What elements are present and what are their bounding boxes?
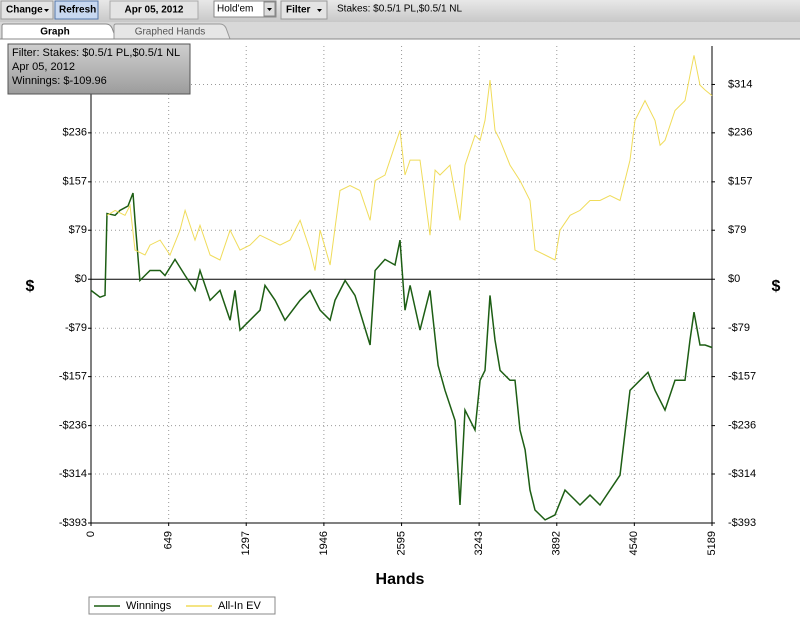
y-axis-title: $ [26, 278, 35, 295]
x-tick-label: 4540 [628, 531, 640, 555]
tooltip: Filter: Stakes: $0.5/1 PL,$0.5/1 NL Apr … [7, 43, 191, 95]
x-tick-label: 3243 [473, 531, 485, 555]
y-tick-label: -$79 [65, 322, 87, 334]
stakes-text: Stakes: $0.5/1 PL,$0.5/1 NL [337, 4, 463, 15]
refresh-label: Refresh [59, 5, 96, 16]
graphed-hands-tab-label: Graphed Hands [135, 27, 206, 38]
filter-label: Filter [286, 5, 311, 16]
y-tick-label-right: $157 [728, 176, 752, 188]
legend-label: Winnings [126, 600, 172, 612]
filter-button[interactable] [280, 0, 328, 20]
y-tick-label-right: -$314 [728, 468, 756, 480]
y-tick-label: $0 [75, 273, 87, 285]
change-label: Change [6, 5, 43, 16]
y-tick-label: -$236 [59, 420, 87, 432]
y-tick-label-right: -$157 [728, 371, 756, 383]
y-tick-label: $157 [63, 176, 87, 188]
tooltip-line: Apr 05, 2012 [12, 61, 75, 73]
graph-tab-label: Graph [40, 27, 69, 38]
graphed-hands-tab[interactable] [113, 23, 231, 40]
x-tick-label: 1946 [318, 531, 330, 555]
tooltip-box [7, 43, 191, 95]
y-tick-label: -$393 [59, 517, 87, 529]
game-dropdown[interactable] [213, 0, 277, 18]
toolbar [0, 0, 800, 22]
x-tick-label: 5189 [706, 531, 718, 555]
y-tick-label-right: $79 [728, 224, 746, 236]
y-axis-title-right: $ [772, 278, 781, 295]
x-axis-title: Hands [376, 571, 425, 588]
date-label: Apr 05, 2012 [125, 5, 184, 16]
plot: -$393 -$393 -$314 -$314 -$236 -$236 -$157 -$157… [59, 46, 756, 555]
graph-tab[interactable] [1, 23, 117, 40]
y-tick-label-right: $236 [728, 127, 752, 139]
y-tick-label-right: -$79 [728, 322, 750, 334]
tooltip-line: Filter: Stakes: $0.5/1 PL,$0.5/1 NL [12, 47, 180, 59]
dropdown-arrow [44, 9, 49, 12]
date-button[interactable] [109, 0, 199, 20]
y-tick-label: -$314 [59, 468, 87, 480]
x-tick-label: 0 [85, 531, 97, 537]
legend [88, 596, 276, 615]
dropdown-arrow [317, 9, 322, 12]
y-tick-label-right: $0 [728, 273, 740, 285]
y-tick-label: $79 [69, 224, 87, 236]
legend-label: All-In EV [218, 600, 261, 612]
x-tick-label: 1297 [240, 531, 252, 555]
refresh-button[interactable] [54, 0, 99, 20]
y-tick-label: -$157 [59, 371, 87, 383]
data-line [106, 55, 713, 271]
game-label: Hold'em [217, 4, 253, 15]
y-tick-label: $236 [63, 127, 87, 139]
data-line [90, 192, 713, 521]
y-tick-label-right: -$393 [728, 517, 756, 529]
y-tick-label-right: $314 [728, 78, 752, 90]
tooltip-line: Winnings: $-109.96 [12, 75, 107, 87]
change-button[interactable] [0, 0, 54, 20]
x-tick-label: 3892 [551, 531, 563, 555]
y-tick-label-right: -$236 [728, 420, 756, 432]
dropdown-arrow [267, 8, 272, 11]
x-tick-label: 2595 [395, 531, 407, 555]
x-tick-label: 649 [163, 531, 175, 549]
